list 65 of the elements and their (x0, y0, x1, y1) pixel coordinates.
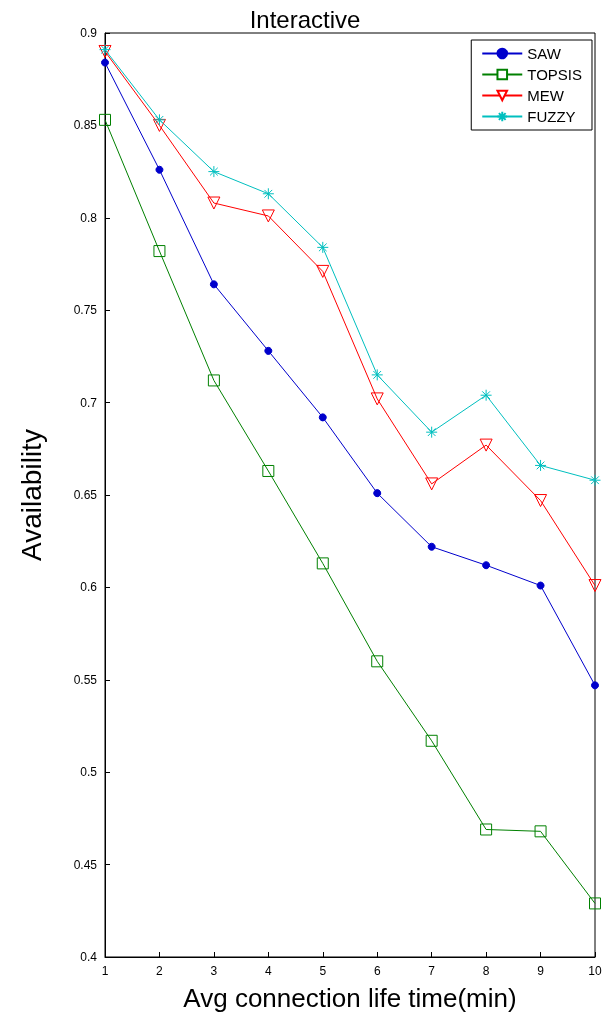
point (370, 392, 384, 406)
chart-title: Interactive (249, 5, 361, 33)
y-tick-label: 0.4 (80, 950, 98, 964)
point (534, 825, 547, 838)
y-tick-label: 0.55 (73, 672, 98, 687)
point (318, 413, 327, 422)
point (425, 734, 438, 747)
point (589, 474, 601, 487)
point (373, 489, 382, 498)
point (261, 209, 275, 223)
point (425, 477, 439, 491)
point (316, 264, 330, 278)
point (101, 58, 109, 67)
x-tick-label: 9 (537, 964, 545, 978)
point (207, 196, 221, 210)
point (371, 655, 384, 668)
point (425, 426, 438, 439)
legend-label: SAW (527, 45, 562, 62)
point (262, 187, 275, 200)
point (589, 897, 601, 910)
point (536, 581, 545, 590)
legend-label: MEW (527, 87, 565, 104)
point (155, 165, 164, 174)
point (207, 165, 220, 178)
x-tick-label: 2 (156, 964, 164, 978)
point (153, 245, 166, 258)
x-tick-label: 3 (210, 964, 218, 978)
point (427, 542, 436, 551)
x-tick-label: 8 (482, 964, 490, 978)
x-tick-label: 6 (373, 964, 381, 978)
y-tick-label: 0.6 (80, 580, 98, 595)
y-tick-label: 0.7 (80, 395, 98, 410)
x-tick-label: 7 (428, 964, 436, 978)
y-tick-label: 0.85 (73, 118, 98, 133)
point (482, 561, 491, 570)
y-tick-label: 0.5 (80, 765, 98, 780)
y-tick-label: 0.75 (73, 303, 98, 318)
point (480, 823, 493, 836)
y-tick-label: 0.45 (73, 857, 98, 872)
x-axis-title: Avg connection life time(min) (183, 983, 517, 1013)
point (480, 389, 493, 402)
y-tick-label: 0.8 (80, 210, 98, 225)
legend-label: FUZZY (527, 108, 576, 125)
legend-label: TOPSIS (527, 66, 583, 83)
point (153, 113, 166, 126)
point (316, 241, 329, 254)
point (479, 438, 493, 452)
x-tick-label: 10 (588, 964, 602, 978)
point (534, 494, 548, 508)
y-tick-label: 0.65 (73, 488, 98, 502)
y-tick-label: 0.9 (80, 26, 98, 40)
x-tick-label: 4 (264, 964, 272, 978)
point (207, 374, 220, 387)
x-tick-label: 1 (101, 964, 109, 978)
point (209, 280, 218, 289)
y-axis-title: Availability (15, 429, 47, 561)
point (588, 579, 602, 593)
point (591, 681, 599, 690)
point (262, 464, 275, 477)
point (371, 368, 384, 381)
x-tick-label: 5 (319, 964, 327, 978)
point (534, 459, 547, 472)
point (264, 346, 273, 355)
point (99, 113, 111, 126)
point (316, 557, 329, 570)
